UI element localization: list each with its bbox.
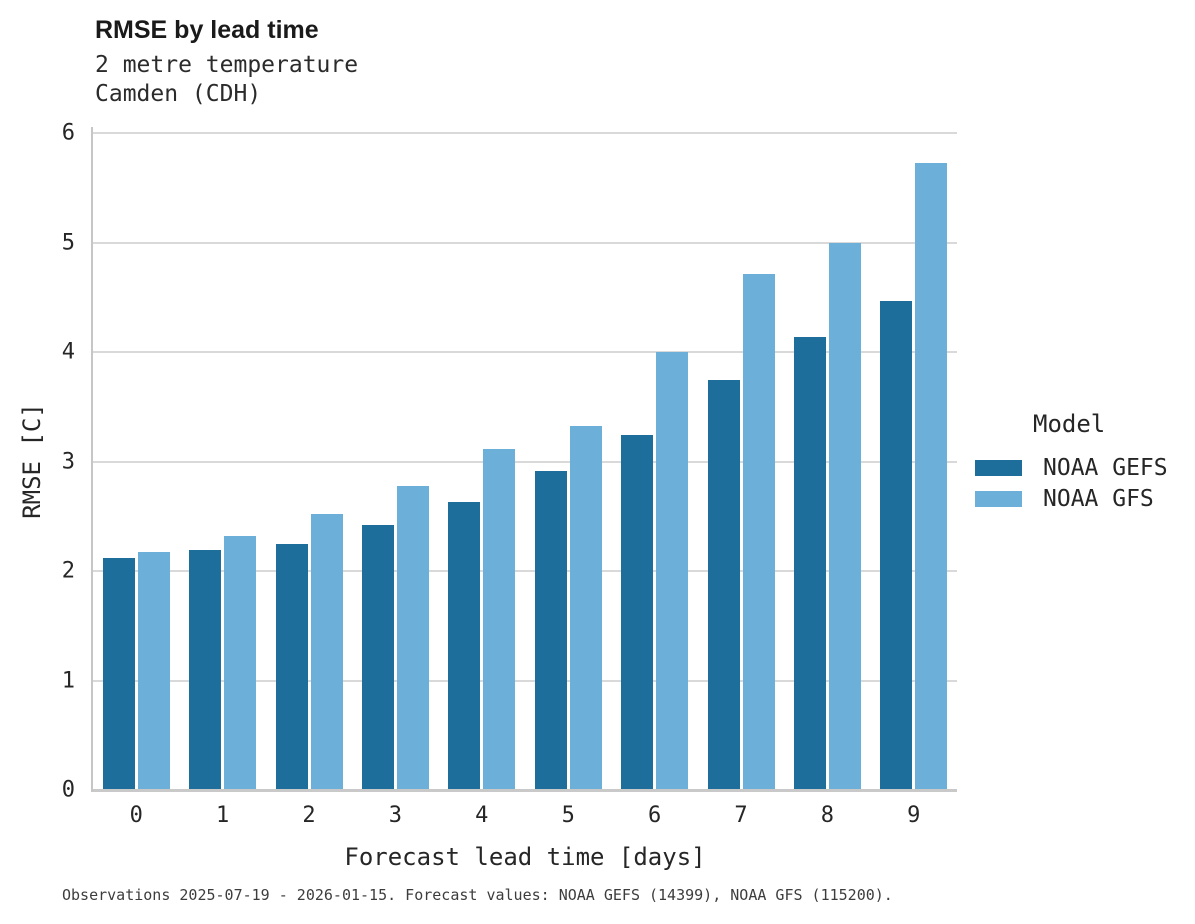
x-tick-label-4: 4 (475, 803, 489, 828)
y-axis-line (91, 127, 93, 792)
bar-noaa-gfs-day-6 (656, 352, 689, 790)
y-tick-label-5: 5 (61, 230, 75, 255)
bar-noaa-gefs-day-4 (448, 502, 481, 790)
x-tick-label-8: 8 (820, 803, 834, 828)
gridline-y-2 (93, 570, 957, 572)
chart-title: RMSE by lead time (95, 16, 319, 44)
caption: Observations 2025-07-19 - 2026-01-15. Fo… (62, 886, 893, 904)
x-axis-line (93, 789, 957, 792)
x-tick-label-5: 5 (561, 803, 575, 828)
y-tick-label-6: 6 (61, 120, 75, 146)
bar-noaa-gfs-day-8 (828, 242, 861, 790)
legend-title: Model (1033, 410, 1106, 438)
chart-subtitle: 2 metre temperature Camden (CDH) (95, 51, 358, 109)
gefs-swatch-icon (975, 459, 1022, 476)
y-tick-label-0: 0 (61, 777, 75, 803)
bar-noaa-gefs-day-9 (880, 300, 913, 790)
x-tick-label-3: 3 (388, 803, 402, 828)
subtitle-line-2: Camden (CDH) (95, 81, 262, 107)
bar-noaa-gfs-day-3 (396, 485, 429, 790)
x-tick-label-9: 9 (907, 803, 921, 828)
y-tick-label-2: 2 (61, 558, 75, 584)
bar-noaa-gfs-day-2 (310, 514, 343, 790)
x-tick-label-6: 6 (647, 803, 662, 828)
bar-noaa-gefs-day-7 (707, 380, 740, 790)
subtitle-line-1: 2 metre temperature (95, 52, 359, 78)
bar-noaa-gefs-day-6 (621, 435, 654, 790)
bar-noaa-gfs-day-0 (137, 552, 170, 790)
bar-noaa-gfs-day-4 (483, 449, 516, 790)
legend-item-gefs: NOAA GEFS (975, 452, 1185, 483)
gridline-y-4 (93, 351, 957, 353)
bar-noaa-gefs-day-2 (275, 543, 308, 790)
bar-noaa-gfs-day-7 (742, 274, 775, 790)
legend-item-gfs: NOAA GFS (975, 483, 1185, 514)
gfs-swatch-icon (975, 490, 1022, 507)
gridline-y-5 (93, 241, 957, 244)
legend-label-gefs: NOAA GEFS (1043, 454, 1168, 481)
bar-noaa-gfs-day-9 (915, 162, 948, 790)
bar-noaa-gefs-day-1 (189, 550, 222, 790)
gridline-y-6 (93, 132, 957, 134)
x-tick-label-7: 7 (734, 803, 748, 828)
x-tick-label-1: 1 (215, 803, 230, 828)
gridline-y-3 (93, 460, 957, 463)
bar-noaa-gfs-day-1 (224, 535, 257, 790)
y-axis-ticks: 0 1 2 3 4 5 6 (0, 121, 75, 803)
gridline-y-1 (93, 679, 957, 682)
y-tick-label-3: 3 (61, 449, 75, 474)
y-tick-label-1: 1 (61, 668, 75, 693)
bar-noaa-gefs-day-3 (361, 525, 394, 790)
bar-noaa-gefs-day-0 (102, 557, 135, 790)
legend: Model NOAA GEFS NOAA GFS (975, 410, 1185, 514)
plot-area (91, 127, 957, 792)
x-tick-label-2: 2 (302, 803, 316, 828)
x-tick-label-0: 0 (129, 803, 143, 828)
bar-noaa-gfs-day-5 (569, 426, 602, 790)
bar-noaa-gefs-day-8 (793, 336, 826, 790)
legend-label-gfs: NOAA GFS (1043, 485, 1154, 512)
x-axis-label: Forecast lead time [days] (344, 843, 706, 871)
bar-noaa-gefs-day-5 (534, 471, 567, 790)
x-axis-ticks: 0 1 2 3 4 5 6 7 8 9 (93, 803, 957, 833)
y-tick-label-4: 4 (61, 339, 75, 365)
